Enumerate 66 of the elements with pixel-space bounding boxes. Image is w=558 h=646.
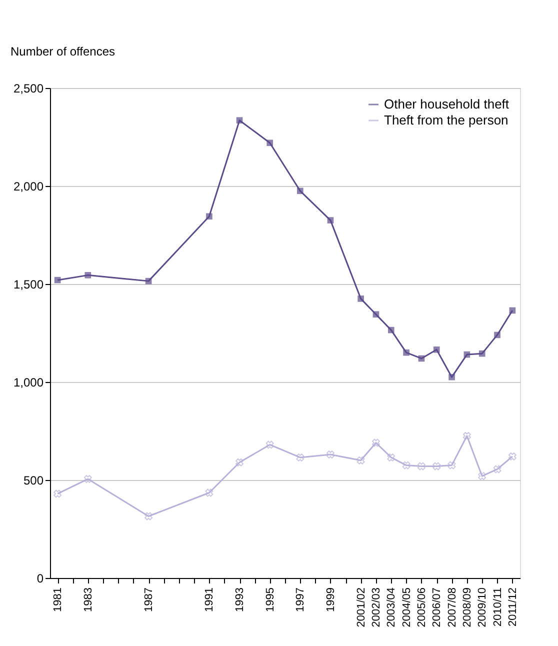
point xyxy=(448,461,456,470)
point xyxy=(432,462,441,470)
point xyxy=(205,488,214,497)
y-tick-label: 2,500 xyxy=(13,82,44,96)
point xyxy=(236,458,244,466)
point xyxy=(494,332,500,338)
point xyxy=(266,440,274,449)
point xyxy=(296,453,304,462)
y-tick-label: 0 xyxy=(36,572,44,586)
y-tick-label: 500 xyxy=(23,474,44,488)
point xyxy=(508,452,516,460)
x-tick-label: 2006/07 xyxy=(431,588,444,628)
point xyxy=(54,276,61,284)
point xyxy=(478,472,486,480)
y-tick-label: 2,000 xyxy=(13,180,44,194)
x-tick-label: 2002/03 xyxy=(370,588,382,628)
x-tick-label: 1983 xyxy=(82,588,94,612)
x-tick-label: 2003/04 xyxy=(386,588,398,628)
point xyxy=(327,217,334,224)
x-tick-label: 2007/08 xyxy=(446,588,458,628)
point xyxy=(402,461,410,470)
point xyxy=(493,465,502,474)
point xyxy=(266,140,273,146)
y-tick-label: 1,000 xyxy=(13,376,44,390)
point xyxy=(417,462,426,470)
x-tick-label: 1991 xyxy=(204,588,216,612)
point xyxy=(84,272,92,278)
x-tick-label: 1993 xyxy=(234,588,246,612)
point xyxy=(433,346,440,353)
x-tick-label: 2001/02 xyxy=(355,588,368,628)
x-tick-label: 2009/10 xyxy=(476,588,489,628)
point xyxy=(403,349,410,356)
point xyxy=(448,374,455,380)
y-axis-title: Number of offences xyxy=(10,44,116,58)
point xyxy=(358,296,364,302)
x-tick-label: 2005/06 xyxy=(416,588,428,628)
x-tick-label: 2008/09 xyxy=(461,588,474,628)
legend-label: Theft from the person xyxy=(384,112,508,128)
x-tick-label: 2011/12 xyxy=(506,588,519,626)
point xyxy=(372,438,380,447)
x-tick-label: 1995 xyxy=(264,588,276,612)
x-tick-label: 1997 xyxy=(294,588,307,612)
x-tick-label: 2010/11 xyxy=(492,588,504,626)
y-tick-label: 1,500 xyxy=(13,278,44,292)
point xyxy=(509,307,516,314)
point xyxy=(388,326,394,334)
point xyxy=(418,355,425,362)
point xyxy=(326,450,334,459)
point xyxy=(464,351,470,358)
x-tick-label: 2004/05 xyxy=(400,588,413,628)
point xyxy=(478,350,486,357)
point xyxy=(356,456,365,464)
legend-label: Other household theft xyxy=(384,96,510,112)
point xyxy=(144,512,153,520)
x-tick-label: 1999 xyxy=(324,588,337,612)
point xyxy=(206,213,212,220)
point xyxy=(297,188,304,194)
point xyxy=(145,278,152,284)
point xyxy=(372,311,380,318)
point xyxy=(54,490,62,498)
x-tick-label: 1981 xyxy=(52,588,64,612)
point xyxy=(387,453,396,462)
point xyxy=(84,475,92,484)
point xyxy=(462,432,471,440)
x-tick-label: 1987 xyxy=(143,588,156,612)
point xyxy=(236,117,243,124)
